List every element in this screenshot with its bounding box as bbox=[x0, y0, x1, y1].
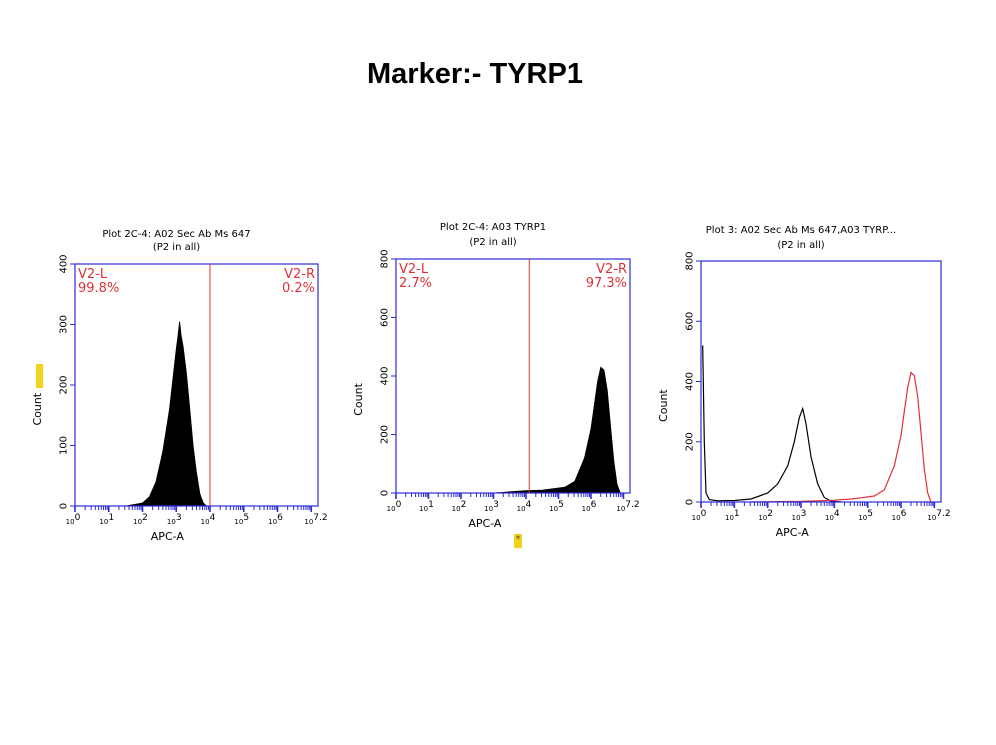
x-tick-label: 103 bbox=[792, 509, 807, 522]
x-tick-label: 101 bbox=[725, 509, 740, 522]
overlay-histogram-plot: Plot 3: A02 Sec Ab Ms 647,A03 TYRP... (P2… bbox=[657, 225, 951, 539]
y-tick-label: 100 bbox=[59, 436, 70, 455]
x-tick-label: 105 bbox=[234, 513, 249, 526]
x-tick-label: 103 bbox=[167, 513, 182, 526]
x-tick-label: 107.2 bbox=[304, 513, 327, 526]
y-tick-label: 800 bbox=[685, 251, 696, 270]
y-tick-label: 0 bbox=[380, 490, 391, 496]
gate-label-v2-l: V2-L bbox=[78, 267, 108, 282]
x-tick-label: 100 bbox=[387, 500, 402, 513]
y-tick-label: 800 bbox=[380, 249, 391, 268]
gate-label-v2-r: V2-R bbox=[596, 262, 627, 277]
y-axis-label: Count bbox=[31, 392, 44, 425]
gate-label-v2-l: V2-L bbox=[399, 262, 429, 277]
y-tick-label: 400 bbox=[685, 372, 696, 391]
x-tick-label: 104 bbox=[825, 509, 840, 522]
x-tick-label: 107.2 bbox=[616, 500, 639, 513]
x-tick-label: 104 bbox=[201, 513, 216, 526]
x-tick-label: 101 bbox=[99, 513, 114, 526]
y-axis-label: Count bbox=[657, 389, 670, 422]
highlight-marker-apc bbox=[514, 534, 522, 548]
page-title: Marker:- TYRP1 bbox=[367, 58, 583, 90]
y-tick-label: 200 bbox=[380, 425, 391, 444]
y-tick-label: 600 bbox=[380, 308, 391, 327]
x-tick-label: 107.2 bbox=[927, 509, 950, 522]
x-axis-label: APC-A bbox=[151, 530, 185, 543]
y-tick-label: 400 bbox=[59, 254, 70, 273]
y-tick-label: 0 bbox=[685, 499, 696, 505]
y-axis-label: Count bbox=[352, 382, 365, 415]
y-tick-label: 400 bbox=[380, 366, 391, 385]
gate-percent-v2-r: 0.2% bbox=[282, 281, 315, 296]
x-tick-label: 106 bbox=[892, 509, 907, 522]
histogram-plot-tyrp1: Plot 2C-4: A03 TYRP1 (P2 in all) V2-L2.7% V… bbox=[352, 222, 640, 530]
x-tick-label: 106 bbox=[268, 513, 283, 526]
y-tick-label: 200 bbox=[59, 375, 70, 394]
x-tick-label: 102 bbox=[452, 500, 467, 513]
x-axis-label: APC-A bbox=[468, 517, 502, 530]
x-tick-label: 105 bbox=[858, 509, 873, 522]
x-tick-label: 100 bbox=[692, 509, 707, 522]
gate-percent-v2-l: 99.8% bbox=[78, 281, 119, 296]
gate-percent-v2-l: 2.7% bbox=[399, 276, 432, 291]
plot-title: Plot 3: A02 Sec Ab Ms 647,A03 TYRP... bbox=[706, 225, 896, 236]
x-tick-label: 102 bbox=[133, 513, 148, 526]
highlight-marker-star: * bbox=[516, 534, 521, 545]
histogram-fill-series-0 bbox=[493, 366, 621, 494]
gate-percent-v2-r: 97.3% bbox=[586, 276, 627, 291]
plot-subtitle: (P2 in all) bbox=[777, 240, 824, 251]
gate-label-v2-r: V2-R bbox=[284, 267, 315, 282]
plot-subtitle: (P2 in all) bbox=[153, 242, 200, 253]
y-tick-label: 300 bbox=[59, 315, 70, 334]
plot-subtitle: (P2 in all) bbox=[469, 237, 516, 248]
x-tick-label: 105 bbox=[549, 500, 564, 513]
x-axis-label: APC-A bbox=[776, 526, 810, 539]
x-tick-label: 100 bbox=[66, 513, 81, 526]
plot-frame bbox=[700, 260, 942, 503]
y-tick-label: 600 bbox=[685, 312, 696, 331]
histogram-plot-sec-ab: Plot 2C-4: A02 Sec Ab Ms 647 (P2 in all) V… bbox=[31, 229, 328, 543]
histogram-line-series-0 bbox=[702, 345, 842, 503]
x-tick-label: 106 bbox=[582, 500, 597, 513]
plot-title: Plot 2C-4: A02 Sec Ab Ms 647 bbox=[102, 229, 250, 240]
plot-title: Plot 2C-4: A03 TYRP1 bbox=[440, 222, 546, 233]
y-tick-label: 200 bbox=[685, 432, 696, 451]
y-tick-label: 0 bbox=[59, 503, 70, 509]
highlight-marker-count bbox=[36, 364, 43, 388]
x-tick-label: 102 bbox=[758, 509, 773, 522]
histogram-fill-series-0 bbox=[125, 321, 208, 507]
x-tick-label: 101 bbox=[419, 500, 434, 513]
x-tick-label: 103 bbox=[484, 500, 499, 513]
x-tick-label: 104 bbox=[517, 500, 532, 513]
histogram-line-series-1 bbox=[750, 371, 932, 503]
